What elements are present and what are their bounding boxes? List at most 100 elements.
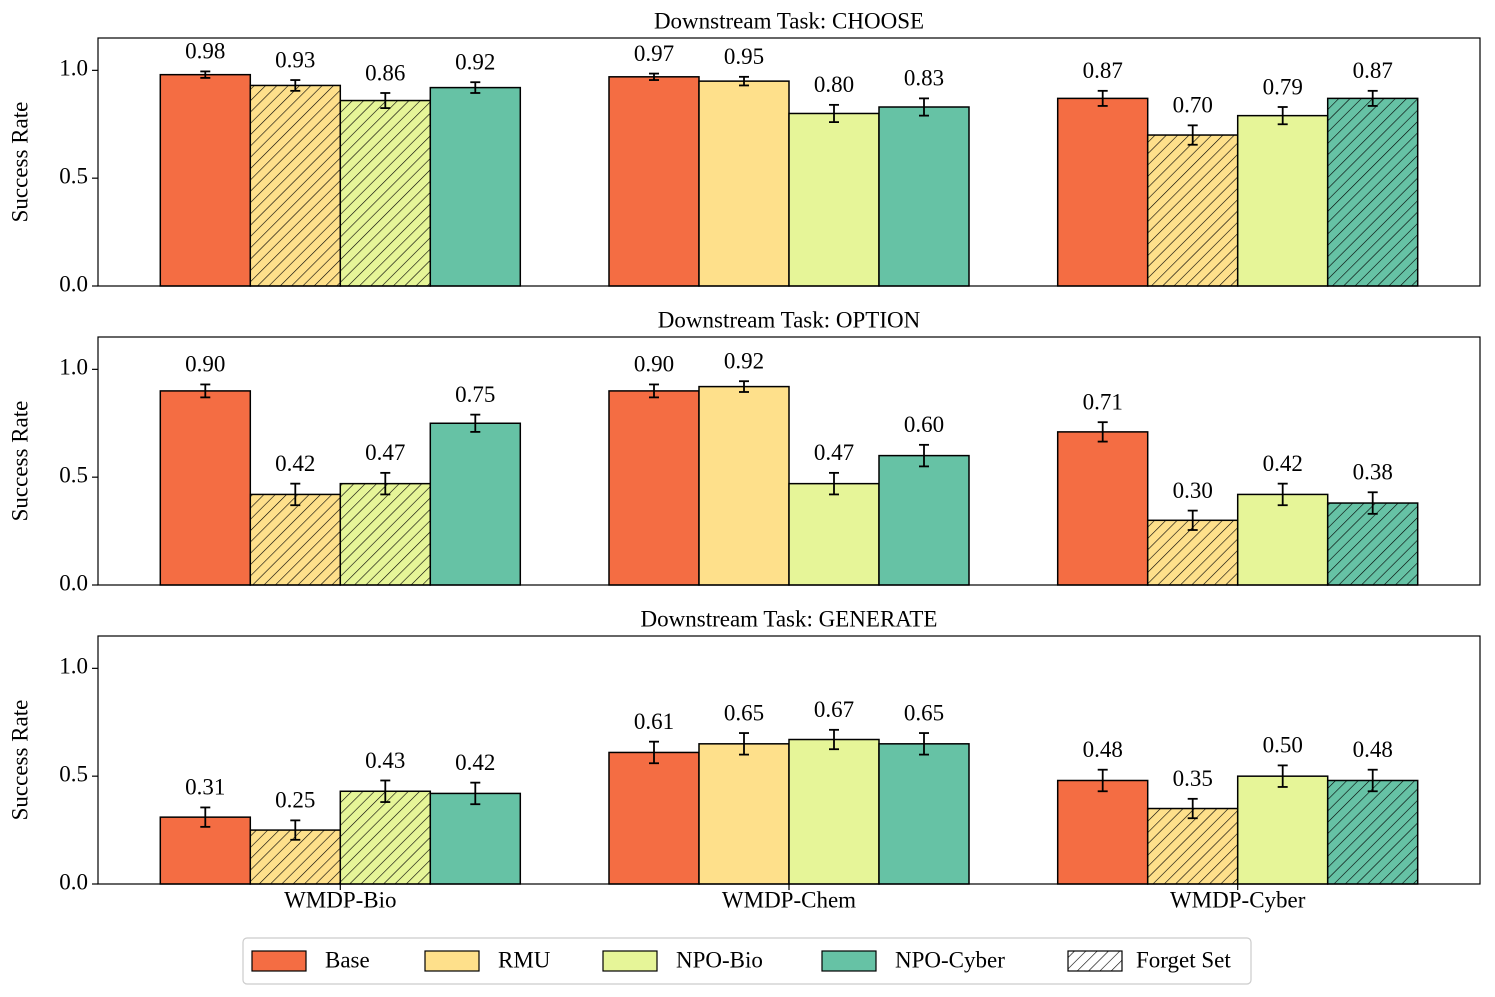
y-tick-label: 1.0 (59, 355, 88, 380)
legend-label: Forget Set (1136, 947, 1231, 972)
legend-swatch (424, 950, 480, 972)
value-label: 0.90 (185, 352, 225, 377)
legend-label: Base (325, 947, 370, 972)
error-bar (919, 732, 929, 756)
bar (1237, 494, 1328, 585)
bar (699, 386, 789, 585)
error-bar (1187, 797, 1198, 820)
value-label: 0.50 (1263, 733, 1303, 758)
value-label: 0.71 (1083, 389, 1123, 414)
value-label: 0.61 (634, 709, 674, 734)
bar-hatch (1147, 808, 1238, 884)
value-label: 0.42 (275, 451, 315, 476)
error-bar (919, 97, 929, 117)
bar (430, 423, 521, 585)
error-bar (829, 728, 839, 751)
bar (160, 74, 251, 287)
value-label: 0.47 (365, 440, 405, 465)
error-bar (200, 806, 211, 828)
bar (699, 81, 789, 286)
bar (1237, 776, 1328, 884)
plot-frame (97, 37, 1481, 287)
error-bar (649, 383, 659, 399)
error-bar (1277, 106, 1288, 126)
error-bar (829, 103, 839, 124)
y-tick-label: 1.0 (59, 654, 88, 679)
y-tick-label: 0.0 (59, 271, 88, 296)
bar-hatch (340, 483, 431, 585)
bar-hatch (1327, 98, 1418, 287)
value-label: 0.42 (1263, 451, 1303, 476)
bar (879, 743, 969, 884)
error-bar (1277, 482, 1288, 507)
bar (609, 390, 699, 585)
value-label: 0.31 (185, 775, 225, 800)
value-label: 0.86 (365, 60, 405, 85)
y-tick-label: 0.0 (59, 570, 88, 595)
bar (160, 390, 251, 585)
value-label: 0.43 (365, 748, 405, 773)
error-bar (290, 819, 301, 841)
chart-title: Downstream Task: OPTION (658, 307, 921, 332)
y-axis-label: Success Rate (7, 700, 32, 821)
error-bar (649, 740, 659, 765)
value-label: 0.90 (634, 352, 674, 377)
value-label: 0.79 (1263, 74, 1303, 99)
x-tick-label: WMDP-Cyber (1170, 887, 1306, 912)
value-label: 0.65 (904, 700, 944, 725)
bar (609, 752, 699, 884)
value-label: 0.83 (904, 66, 944, 91)
bar-hatch (250, 85, 341, 286)
error-bar (1097, 421, 1108, 443)
bar-hatch (340, 791, 431, 884)
bar-hatch (1147, 135, 1238, 286)
bar-hatch (1147, 520, 1238, 585)
error-bar (470, 781, 481, 806)
bar (430, 87, 521, 286)
error-bar (200, 383, 211, 399)
value-label: 0.42 (455, 750, 495, 775)
value-label: 0.75 (455, 382, 495, 407)
error-bar (829, 471, 839, 496)
error-bar (1367, 89, 1378, 107)
bar (160, 817, 251, 884)
value-label: 0.97 (634, 41, 674, 66)
bar (1237, 115, 1328, 286)
value-label: 0.47 (814, 440, 854, 465)
error-bar (470, 81, 481, 94)
bar (789, 483, 879, 585)
value-label: 0.48 (1083, 737, 1123, 762)
error-bar (739, 380, 749, 393)
legend-swatch (602, 950, 658, 972)
error-bar (380, 92, 391, 109)
value-label: 0.93 (275, 47, 315, 72)
error-bar (470, 413, 481, 433)
error-bar (1367, 491, 1378, 515)
y-tick-label: 0.5 (59, 462, 88, 487)
y-tick-label: 0.0 (59, 869, 88, 894)
y-tick-label: 0.5 (59, 761, 88, 786)
error-bar (380, 779, 391, 803)
error-bar (290, 79, 301, 92)
bar (1057, 431, 1148, 585)
bar (1057, 98, 1148, 287)
error-bar (1187, 509, 1198, 531)
x-tick-label: WMDP-Chem (722, 887, 856, 912)
chart-title: Downstream Task: GENERATE (641, 606, 938, 631)
error-bar (290, 482, 301, 507)
value-label: 0.80 (814, 72, 854, 97)
value-label: 0.38 (1353, 460, 1393, 485)
value-label: 0.87 (1083, 58, 1123, 83)
bar (699, 743, 789, 884)
error-bar (1097, 89, 1108, 107)
legend-swatch (251, 950, 307, 972)
legend-label: NPO-Cyber (895, 947, 1005, 972)
plot-frame (97, 336, 1481, 586)
legend-label: RMU (498, 947, 551, 972)
value-label: 0.98 (185, 39, 225, 64)
error-bar (1187, 124, 1198, 146)
plot-frame (97, 635, 1481, 885)
error-bar (649, 72, 659, 81)
error-bar (200, 70, 211, 79)
bar (609, 76, 699, 287)
